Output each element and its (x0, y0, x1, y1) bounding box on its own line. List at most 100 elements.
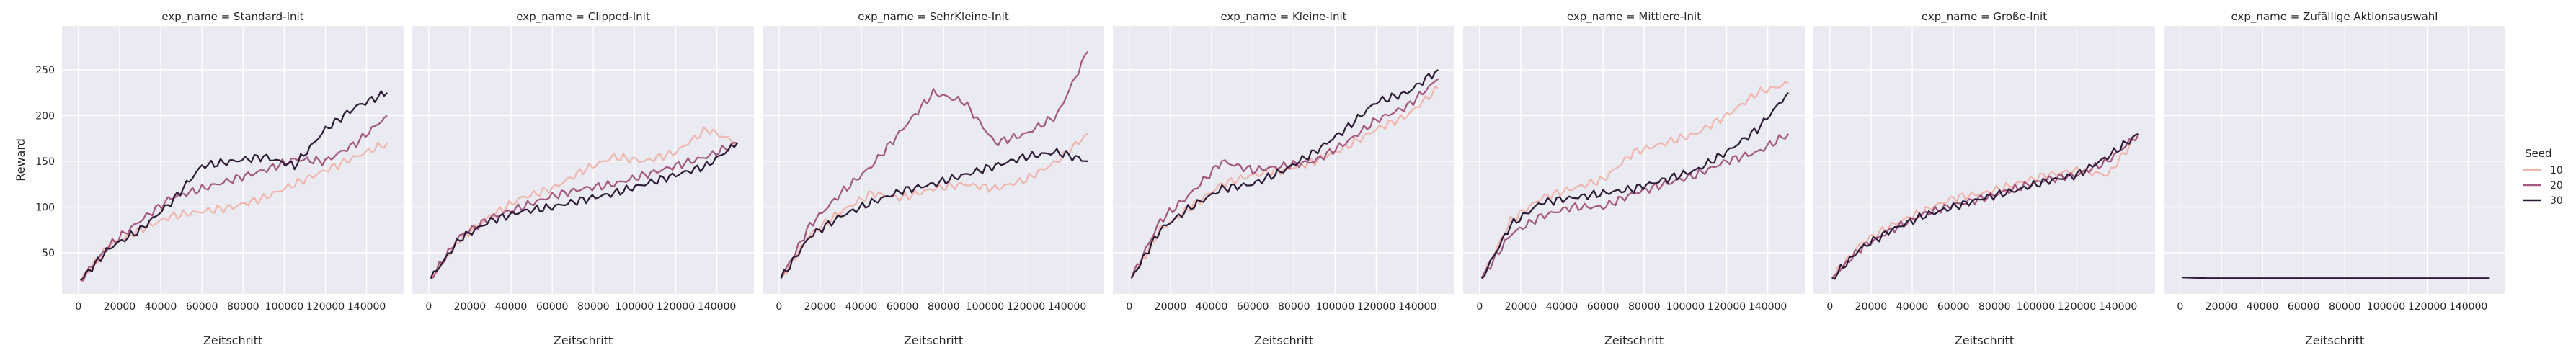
facet-title: exp_name = Mittlere-Init (1567, 10, 1701, 24)
facet-title: exp_name = SehrKleine-Init (858, 10, 1009, 24)
x-axis-label: Zeitschritt (203, 333, 262, 347)
x-tick-label: 40000 (495, 301, 528, 313)
x-tick-label: 40000 (1196, 301, 1228, 313)
x-tick-label: 40000 (2247, 301, 2279, 313)
series-line-seed-30 (2182, 277, 2490, 279)
facet-title: exp_name = Zufällige Aktionsauswahl (2231, 10, 2438, 24)
facet-panel: exp_name = Zufällige Aktionsauswahl 0 2000… (2164, 10, 2505, 347)
x-tick-label: 0 (1826, 301, 1833, 313)
legend-entry-label: 20 (2550, 180, 2563, 192)
x-axis-label: Zeitschritt (1955, 333, 2014, 347)
x-tick-label: 80000 (1628, 301, 1661, 313)
x-tick-label: 80000 (1278, 301, 1310, 313)
series-line-seed-20 (1130, 78, 1439, 279)
x-tick-label: 0 (75, 301, 81, 313)
facet-panel: exp_name = Standard-Init 0 20000 40000 60000… (14, 10, 404, 347)
series-line-seed-30 (780, 148, 1088, 279)
facet-panel: exp_name = SehrKleine-Init 0 20000 40000 600… (763, 10, 1104, 347)
series-line-seed-30 (1130, 69, 1439, 279)
x-axis-label: Zeitschritt (1604, 333, 1664, 347)
x-tick-label: 80000 (928, 301, 960, 313)
panel-background (1813, 26, 2155, 294)
facet-panel: exp_name = Kleine-Init 0 20000 40000 60000 80… (1113, 10, 1454, 347)
x-tick-label: 60000 (186, 301, 218, 313)
x-tick-label: 140000 (698, 301, 736, 313)
legend: Seed 10 20 30 (2523, 147, 2563, 207)
legend-entry-label: 30 (2550, 195, 2563, 207)
panel-background (763, 26, 1104, 294)
series-line-seed-20 (80, 115, 388, 282)
x-tick-label: 60000 (1587, 301, 1620, 313)
facet-panel: exp_name = Mittlere-Init 0 20000 40000 60000… (1463, 10, 1805, 347)
x-tick-label: 120000 (1707, 301, 1746, 313)
y-tick-label: 150 (35, 156, 55, 168)
series-line-seed-10 (780, 133, 1088, 279)
x-tick-label: 40000 (1546, 301, 1578, 313)
y-tick-label: 100 (35, 202, 55, 213)
x-tick-label: 60000 (887, 301, 919, 313)
x-tick-label: 100000 (1666, 301, 1705, 313)
x-tick-label: 100000 (966, 301, 1004, 313)
y-tick-label: 50 (42, 248, 55, 259)
facet-title: exp_name = Große-Init (1922, 10, 2047, 24)
x-tick-label: 80000 (577, 301, 610, 313)
x-axis-label: Zeitschritt (904, 333, 963, 347)
x-tick-label: 20000 (1855, 301, 1888, 313)
x-tick-label: 80000 (227, 301, 259, 313)
panel-background (1463, 26, 1805, 294)
x-tick-label: 120000 (1357, 301, 1395, 313)
panel-background (2164, 26, 2505, 294)
x-tick-label: 80000 (2329, 301, 2361, 313)
x-tick-label: 140000 (1749, 301, 1787, 313)
series-line-seed-30 (430, 142, 739, 279)
x-tick-label: 120000 (2408, 301, 2446, 313)
x-tick-label: 140000 (2449, 301, 2487, 313)
facet-title: exp_name = Clipped-Init (516, 10, 650, 24)
x-tick-label: 120000 (2058, 301, 2096, 313)
x-tick-label: 20000 (1505, 301, 1537, 313)
x-axis-label: Zeitschritt (2305, 333, 2364, 347)
x-tick-label: 120000 (657, 301, 695, 313)
x-axis-label: Zeitschritt (554, 333, 613, 347)
legend-entry-label: 10 (2550, 165, 2563, 176)
x-tick-label: 0 (1126, 301, 1132, 313)
x-tick-label: 140000 (1048, 301, 1086, 313)
x-tick-label: 0 (1476, 301, 1483, 313)
series-line-seed-30 (1481, 91, 1790, 279)
x-tick-label: 0 (776, 301, 782, 313)
x-tick-label: 20000 (2206, 301, 2238, 313)
x-tick-label: 40000 (145, 301, 177, 313)
y-tick-label: 200 (35, 110, 55, 122)
x-axis-label: Zeitschritt (1254, 333, 1313, 347)
series-line-seed-30 (1831, 133, 2139, 280)
x-tick-label: 0 (2177, 301, 2183, 313)
x-tick-label: 40000 (1896, 301, 1929, 313)
x-tick-label: 20000 (1155, 301, 1187, 313)
x-tick-label: 40000 (845, 301, 878, 313)
x-tick-label: 100000 (1316, 301, 1354, 313)
panel-background (1113, 26, 1454, 294)
x-tick-label: 0 (425, 301, 432, 313)
x-tick-label: 100000 (265, 301, 303, 313)
x-tick-label: 140000 (347, 301, 386, 313)
x-tick-label: 140000 (1398, 301, 1436, 313)
x-tick-label: 60000 (1237, 301, 1269, 313)
x-tick-label: 80000 (1978, 301, 2011, 313)
x-tick-label: 20000 (454, 301, 487, 313)
x-tick-label: 20000 (104, 301, 136, 313)
x-tick-label: 100000 (2367, 301, 2405, 313)
y-axis-label: Reward (14, 138, 27, 182)
x-tick-label: 100000 (2017, 301, 2055, 313)
facet-panel: exp_name = Clipped-Init 0 20000 40000 60000 8… (412, 10, 754, 347)
series-line-seed-10 (1480, 81, 1789, 279)
x-tick-label: 120000 (1007, 301, 1045, 313)
series-line-seed-20 (430, 141, 738, 279)
x-tick-label: 60000 (2288, 301, 2320, 313)
series-line-seed-30 (80, 90, 388, 281)
facet-title: exp_name = Kleine-Init (1220, 10, 1346, 24)
x-tick-label: 100000 (616, 301, 654, 313)
panel-background (412, 26, 754, 294)
x-tick-label: 60000 (536, 301, 569, 313)
